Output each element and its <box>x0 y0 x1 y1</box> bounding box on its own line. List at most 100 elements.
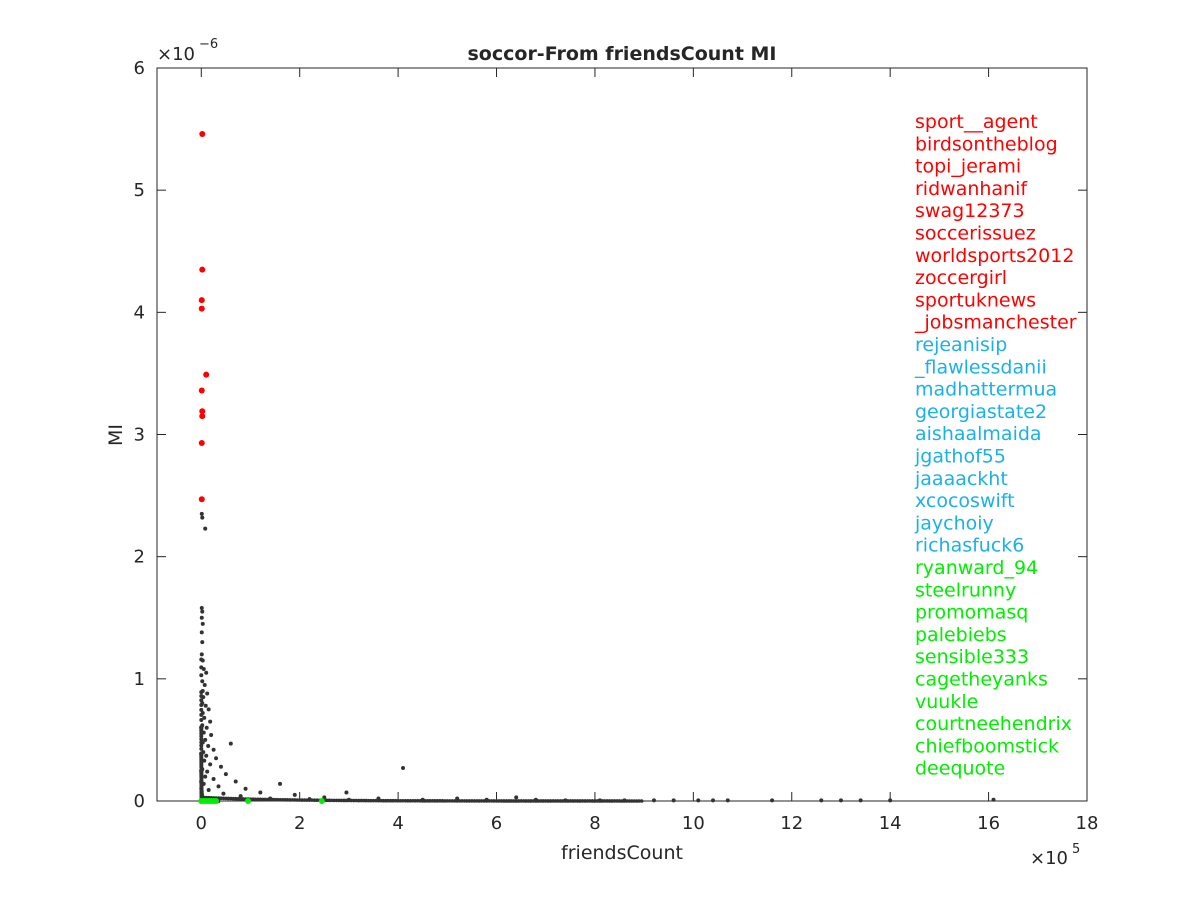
data-point-other <box>214 756 219 761</box>
x-tick-label: 12 <box>780 813 803 834</box>
user-label-bottom: vuukle <box>915 691 978 713</box>
data-point-other-baseline <box>580 799 585 803</box>
data-point-other <box>202 758 207 763</box>
user-label-bottom: promomasq <box>915 602 1028 624</box>
data-point-other <box>200 711 205 716</box>
data-point-other-baseline <box>590 799 595 803</box>
x-tick-label: 4 <box>392 813 403 834</box>
data-point-other-baseline <box>602 799 607 803</box>
user-label-bottom: sensible333 <box>915 646 1029 668</box>
data-point-other <box>203 774 208 779</box>
data-point-other <box>307 797 312 802</box>
data-point-top <box>198 387 205 394</box>
user-label-top: worldsports2012 <box>915 245 1074 267</box>
x-tick-label: 2 <box>294 813 305 834</box>
data-point-other-baseline <box>504 799 509 803</box>
data-point-other-baseline <box>519 799 523 803</box>
axes-box <box>156 67 1088 802</box>
y-exponent-label: ×10 −6 <box>157 37 218 65</box>
data-point-bottom <box>245 798 252 804</box>
data-point-other-baseline <box>605 799 610 803</box>
data-point-other-dense <box>199 707 204 712</box>
data-point-other <box>211 747 216 752</box>
x-axis-label: friendsCount <box>561 842 683 864</box>
data-point-other-baseline <box>489 799 494 803</box>
user-label-middle: aishaalmaida <box>915 423 1042 445</box>
data-point-other-baseline <box>499 799 504 803</box>
data-point-other <box>204 753 209 758</box>
y-exponent-base: ×10 <box>157 44 195 65</box>
user-label-middle: _flawlessdanii <box>914 356 1047 378</box>
data-point-other-baseline <box>524 799 528 803</box>
user-label-middle: madhattermua <box>915 379 1057 401</box>
user-label-top: sport__agent <box>915 111 1038 133</box>
x-exponent-base: ×10 <box>1030 848 1068 869</box>
data-point-other-baseline <box>570 799 575 803</box>
user-label-middle: georgiastate2 <box>915 401 1047 423</box>
data-point-other <box>292 792 297 797</box>
data-point-other <box>278 781 283 786</box>
data-point-other <box>204 725 209 730</box>
x-tick-label: 6 <box>491 813 502 834</box>
y-tick-label: 3 <box>134 425 145 446</box>
data-point-other <box>233 779 238 784</box>
data-point-other <box>223 772 228 777</box>
data-point-top <box>199 408 206 415</box>
data-point-other <box>200 767 205 772</box>
data-point-other-baseline <box>630 799 634 803</box>
data-point-other-dense <box>199 734 204 739</box>
data-point-other-baseline <box>573 799 578 803</box>
user-label-top: sportuknews <box>915 289 1036 311</box>
data-point-other <box>711 798 716 803</box>
data-point-other-dense <box>199 673 204 678</box>
data-point-other-dense <box>199 743 204 748</box>
data-point-other <box>205 691 210 696</box>
user-label-list: sport__agentbirdsontheblogtopi_jeramirid… <box>914 111 1077 780</box>
chart-title: soccor-From friendsCount MI <box>468 43 777 65</box>
data-point-other-baseline <box>585 799 590 803</box>
data-point-other-baseline <box>539 799 543 803</box>
data-point-other <box>203 526 208 531</box>
data-points <box>198 130 996 804</box>
data-point-other-baseline <box>610 799 614 803</box>
data-point-other <box>346 797 351 802</box>
user-label-middle: jaaaackht <box>914 468 1008 490</box>
user-label-bottom: courtneehendrix <box>915 713 1072 735</box>
data-point-other-baseline <box>521 799 526 803</box>
data-point-other <box>258 790 263 795</box>
data-point-other <box>199 605 204 610</box>
data-point-other-baseline <box>568 799 573 803</box>
data-point-other <box>200 679 205 684</box>
data-point-other <box>216 784 221 789</box>
data-point-other <box>200 740 205 745</box>
y-tick-label: 0 <box>134 791 145 812</box>
x-tick-label: 8 <box>589 813 600 834</box>
x-tick-label: 0 <box>196 813 207 834</box>
user-label-middle: richasfuck6 <box>915 535 1024 557</box>
data-point-other <box>206 788 211 793</box>
data-point-top <box>198 297 205 304</box>
data-point-other <box>204 670 209 675</box>
y-exponent-power: −6 <box>199 37 218 52</box>
data-point-other-baseline <box>492 799 496 803</box>
data-point-other-baseline <box>529 799 533 803</box>
data-point-other-baseline <box>553 799 558 803</box>
data-point-other-baseline <box>627 799 632 803</box>
data-point-other <box>622 798 627 803</box>
x-exponent-label: ×10 5 <box>1030 842 1080 869</box>
user-label-middle: xcocoswift <box>915 490 1015 512</box>
data-point-other-baseline <box>588 799 592 803</box>
data-point-other <box>200 640 205 645</box>
data-point-other <box>201 695 206 700</box>
data-point-other <box>484 797 489 802</box>
user-label-middle: jgathof55 <box>914 446 1006 468</box>
data-point-other-baseline <box>612 799 617 803</box>
data-point-other-baseline <box>541 799 546 803</box>
data-point-other <box>199 652 204 657</box>
data-point-other <box>991 797 996 802</box>
data-point-other <box>200 689 205 694</box>
data-point-other <box>268 796 273 801</box>
data-point-other-baseline <box>558 799 563 803</box>
